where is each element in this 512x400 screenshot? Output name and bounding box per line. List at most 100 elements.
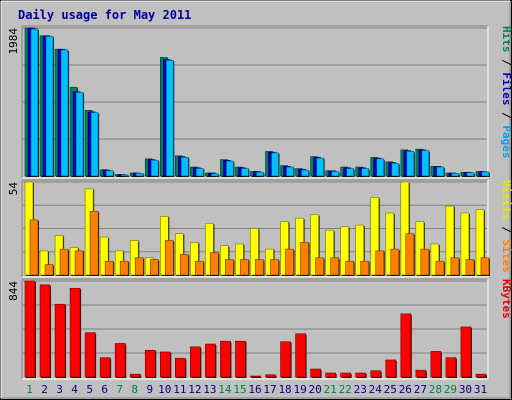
- bar-sites-day-7: [119, 260, 129, 276]
- bar-sites-day-30: [465, 259, 475, 276]
- bar-sites-day-9: [149, 259, 159, 276]
- series-legend-label: Hits / Files / Pages: [500, 26, 512, 159]
- day-label-30: 30: [459, 383, 472, 396]
- bar-kbytes-day-21: [325, 372, 336, 378]
- bar-pages-day-10: [165, 60, 174, 177]
- bar-kbytes-day-10: [159, 351, 171, 378]
- bar-sites-day-26: [405, 233, 415, 276]
- day-label-17: 17: [263, 383, 276, 396]
- bar-sites-day-15: [240, 259, 249, 276]
- bar-sites-day-6: [104, 260, 114, 276]
- day-label-13: 13: [203, 383, 216, 396]
- bar-shadow: [122, 175, 130, 177]
- panel-visits: 54 Visits / Sites: [7, 179, 512, 278]
- bar-kbytes-day-31: [475, 373, 487, 378]
- bar-pages-day-28: [436, 166, 445, 177]
- legend-part: /: [500, 53, 512, 73]
- bar-pages-day-2: [45, 36, 54, 177]
- bar-sites-day-25: [390, 248, 400, 276]
- bar-pages-day-30: [466, 172, 475, 177]
- bar-kbytes-day-30: [460, 326, 472, 378]
- legend-part: KBytes: [500, 279, 512, 319]
- day-label-5: 5: [86, 383, 93, 396]
- day-label-9: 9: [146, 383, 153, 396]
- bar-kbytes-day-24: [370, 370, 382, 378]
- y-max-label: 54: [7, 182, 20, 196]
- bar-pages-day-31: [481, 171, 490, 177]
- legend-part: Pages: [500, 125, 512, 158]
- bar-kbytes-day-13: [205, 343, 216, 378]
- bar-kbytes-day-3: [54, 303, 66, 378]
- bar-visits-day-23: [355, 224, 365, 276]
- bar-pages-day-9: [150, 160, 159, 177]
- bar-pages-day-20: [316, 157, 324, 177]
- day-label-31: 31: [474, 383, 487, 396]
- bar-pages-day-4: [75, 92, 84, 177]
- bar-visits-day-18: [280, 221, 289, 276]
- bar-kbytes-day-1: [24, 280, 36, 378]
- day-label-24: 24: [369, 383, 383, 396]
- bar-kbytes-day-23: [355, 372, 367, 378]
- bar-visits-day-16: [250, 228, 259, 276]
- day-label-18: 18: [278, 383, 291, 396]
- bar-pages-day-3: [60, 49, 69, 177]
- bar-sites-day-5: [89, 210, 99, 276]
- bar-visits-day-30: [460, 212, 470, 276]
- day-label-29: 29: [444, 383, 457, 396]
- bar-pages-day-27: [421, 150, 430, 177]
- bar-sites-day-16: [255, 259, 264, 276]
- day-label-11: 11: [173, 383, 186, 396]
- bar-kbytes-day-6: [99, 357, 111, 378]
- bar-pages-day-14: [226, 160, 234, 177]
- bar-kbytes-day-19: [295, 333, 306, 378]
- day-label-23: 23: [354, 383, 367, 396]
- bar-sites-day-22: [345, 260, 354, 276]
- legend-part: /: [500, 220, 512, 240]
- day-label-15: 15: [233, 383, 246, 396]
- day-label-16: 16: [248, 383, 261, 396]
- bar-sites-day-17: [270, 259, 279, 276]
- bar-kbytes-day-12: [190, 346, 201, 378]
- day-label-20: 20: [309, 383, 322, 396]
- y-max-label: 1984: [7, 28, 20, 55]
- bar-sites-day-3: [59, 248, 69, 276]
- bar-kbytes-day-18: [280, 341, 291, 378]
- bar-sites-day-4: [74, 250, 84, 276]
- bar-kbytes-day-2: [39, 284, 51, 378]
- bar-visits-day-25: [385, 212, 395, 276]
- bar-sites-day-29: [450, 257, 460, 276]
- bar-kbytes-day-9: [144, 349, 156, 378]
- day-label-2: 2: [41, 383, 48, 396]
- bar-pages-day-13: [211, 173, 219, 177]
- bar-pages-day-6: [105, 170, 114, 177]
- bar-kbytes-day-15: [235, 340, 246, 378]
- bar-visits-day-22: [340, 226, 349, 276]
- chart-title: Daily usage for May 2011: [18, 8, 191, 22]
- panel-hits: 1984 Hits / Files / Pages: [7, 25, 512, 179]
- bar-visits-day-24: [370, 197, 380, 276]
- bar-kbytes-day-20: [310, 368, 321, 378]
- bar-visits-day-12: [190, 241, 199, 276]
- bar-shadow: [251, 377, 262, 378]
- day-label-26: 26: [399, 383, 412, 396]
- chart-panels: 1984 Hits / Files / Pages 54 Visits / Sites…: [7, 25, 512, 380]
- bar-pages-day-23: [361, 168, 370, 177]
- bar-visits-day-26: [400, 181, 410, 276]
- bar-visits-day-31: [475, 209, 485, 276]
- day-label-21: 21: [324, 383, 337, 396]
- day-label-10: 10: [158, 383, 171, 396]
- bar-kbytes-day-16: [250, 375, 261, 378]
- bar-sites-day-21: [330, 257, 339, 276]
- panel-kbytes: 844 KBytes: [7, 278, 512, 380]
- bar-kbytes-day-14: [220, 340, 231, 378]
- bar-kbytes-day-25: [385, 359, 397, 378]
- bar-sites-day-20: [315, 257, 324, 276]
- bar-sites-day-27: [420, 248, 430, 276]
- legend-part: Hits: [500, 26, 512, 53]
- day-label-1: 1: [26, 383, 33, 396]
- day-label-6: 6: [101, 383, 108, 396]
- bar-pages-day-16: [256, 171, 264, 177]
- day-label-19: 19: [293, 383, 306, 396]
- day-label-8: 8: [131, 383, 138, 396]
- bar-sites-day-28: [435, 260, 445, 276]
